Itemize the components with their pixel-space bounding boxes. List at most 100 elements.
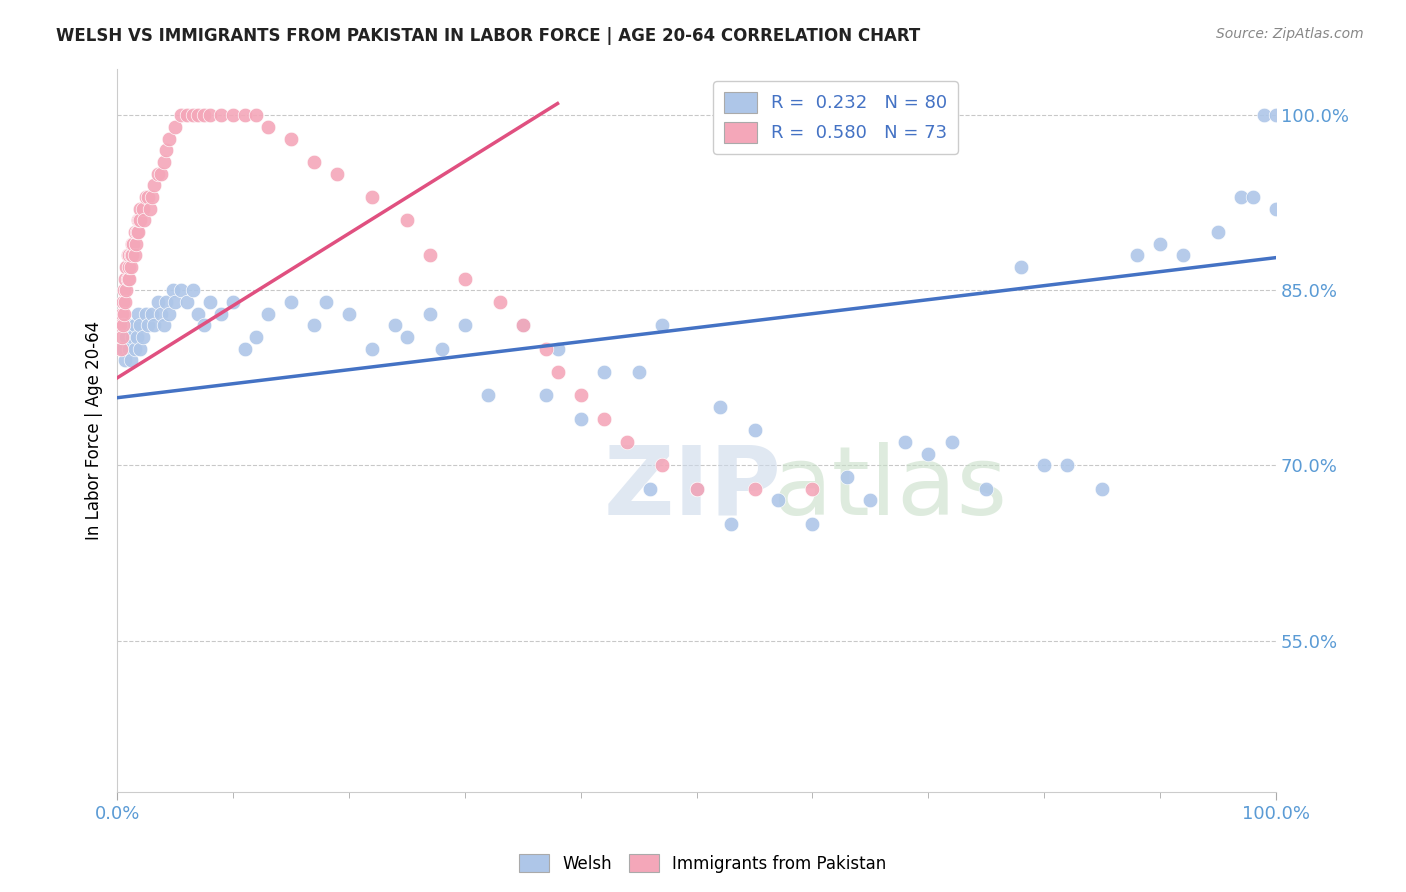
Point — [233, 108, 256, 122]
Point — [170, 283, 193, 297]
Point — [627, 365, 650, 379]
Text: WELSH VS IMMIGRANTS FROM PAKISTAN IN LABOR FORCE | AGE 20-64 CORRELATION CHART: WELSH VS IMMIGRANTS FROM PAKISTAN IN LAB… — [56, 27, 921, 45]
Point — [120, 353, 142, 368]
Point — [150, 167, 173, 181]
Point — [122, 236, 145, 251]
Point — [638, 482, 661, 496]
Point — [111, 330, 134, 344]
Point — [115, 330, 138, 344]
Point — [124, 318, 146, 333]
Point — [917, 447, 939, 461]
Point — [187, 108, 209, 122]
Point — [1253, 108, 1275, 122]
Point — [131, 202, 153, 216]
Point — [114, 295, 136, 310]
Point — [974, 482, 997, 496]
Point — [256, 307, 278, 321]
Point — [454, 271, 477, 285]
Point — [1056, 458, 1078, 473]
Point — [152, 155, 174, 169]
Point — [361, 342, 384, 356]
Point — [1230, 190, 1253, 204]
Point — [569, 388, 592, 402]
Point — [124, 342, 146, 356]
Point — [685, 482, 707, 496]
Point — [121, 236, 143, 251]
Point — [395, 330, 418, 344]
Point — [152, 318, 174, 333]
Point — [125, 225, 148, 239]
Point — [111, 318, 134, 333]
Y-axis label: In Labor Force | Age 20-64: In Labor Force | Age 20-64 — [86, 321, 103, 540]
Point — [651, 318, 673, 333]
Point — [143, 318, 166, 333]
Point — [157, 131, 180, 145]
Point — [127, 307, 149, 321]
Point — [135, 307, 157, 321]
Point — [801, 516, 824, 531]
Point — [150, 307, 173, 321]
Point — [187, 307, 209, 321]
Point — [280, 295, 302, 310]
Point — [125, 330, 148, 344]
Point — [198, 295, 221, 310]
Point — [111, 295, 134, 310]
Point — [454, 318, 477, 333]
Point — [837, 470, 859, 484]
Point — [1265, 202, 1288, 216]
Point — [488, 295, 510, 310]
Point — [138, 190, 160, 204]
Point — [125, 236, 148, 251]
Point — [165, 295, 187, 310]
Point — [143, 178, 166, 193]
Point — [138, 318, 160, 333]
Point — [112, 307, 135, 321]
Point — [592, 365, 614, 379]
Point — [118, 271, 141, 285]
Point — [419, 307, 441, 321]
Point — [170, 108, 193, 122]
Point — [534, 388, 557, 402]
Point — [801, 482, 824, 496]
Point — [138, 202, 160, 216]
Point — [512, 318, 534, 333]
Point — [117, 271, 139, 285]
Point — [110, 342, 132, 356]
Point — [124, 248, 146, 262]
Text: atlas: atlas — [772, 442, 1007, 535]
Point — [121, 330, 143, 344]
Point — [651, 458, 673, 473]
Point — [1126, 248, 1149, 262]
Point — [111, 307, 134, 321]
Point — [193, 318, 215, 333]
Point — [118, 342, 141, 356]
Point — [121, 248, 143, 262]
Point — [115, 260, 138, 274]
Point — [709, 400, 731, 414]
Point — [146, 167, 169, 181]
Point — [245, 108, 267, 122]
Point — [337, 307, 360, 321]
Point — [430, 342, 453, 356]
Point — [129, 342, 152, 356]
Point — [193, 108, 215, 122]
Point — [685, 482, 707, 496]
Point — [534, 342, 557, 356]
Point — [108, 318, 131, 333]
Point — [118, 248, 141, 262]
Point — [1265, 108, 1288, 122]
Point — [117, 248, 139, 262]
Point — [118, 260, 141, 274]
Point — [256, 120, 278, 134]
Point — [1206, 225, 1229, 239]
Legend: Welsh, Immigrants from Pakistan: Welsh, Immigrants from Pakistan — [513, 847, 893, 880]
Point — [162, 283, 184, 297]
Point — [1241, 190, 1264, 204]
Point — [222, 108, 245, 122]
Point — [384, 318, 406, 333]
Point — [1091, 482, 1114, 496]
Point — [477, 388, 499, 402]
Point — [361, 190, 384, 204]
Point — [129, 318, 152, 333]
Text: Source: ZipAtlas.com: Source: ZipAtlas.com — [1216, 27, 1364, 41]
